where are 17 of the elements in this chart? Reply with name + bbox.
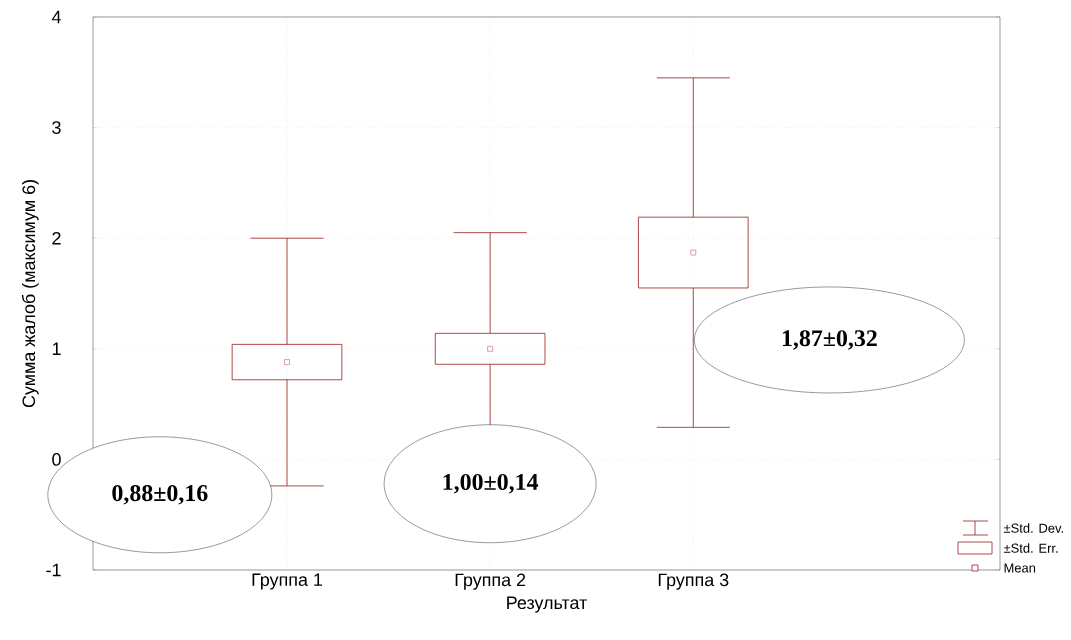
text: ±Std. Err. bbox=[1003, 543, 1058, 553]
text: ±Std. Dev. bbox=[1003, 523, 1063, 533]
x-axis-title: Результат bbox=[507, 596, 587, 613]
x-tick-label: Группа 3 bbox=[658, 573, 729, 590]
annotation: 1,87±0,32 bbox=[782, 330, 877, 350]
x-tick-label: Группа 2 bbox=[455, 573, 526, 590]
text: Mean bbox=[1004, 563, 1036, 573]
y-tick-label: 4 bbox=[51, 10, 61, 24]
y-tick-label: 1 bbox=[52, 342, 61, 355]
annotation: 1,00±0,14 bbox=[443, 473, 539, 494]
annotation: 0,88±0,16 bbox=[112, 484, 208, 505]
y-axis-title: Сумма жалоб (максимум 6) bbox=[21, 180, 39, 408]
y-tick-label: 2 bbox=[52, 231, 61, 245]
y-tick-label: 3 bbox=[52, 121, 61, 134]
y-tick-label: 0 bbox=[52, 453, 61, 466]
x-tick-label: Группа 1 bbox=[252, 573, 323, 590]
y-tick-label: -1 bbox=[46, 563, 61, 577]
